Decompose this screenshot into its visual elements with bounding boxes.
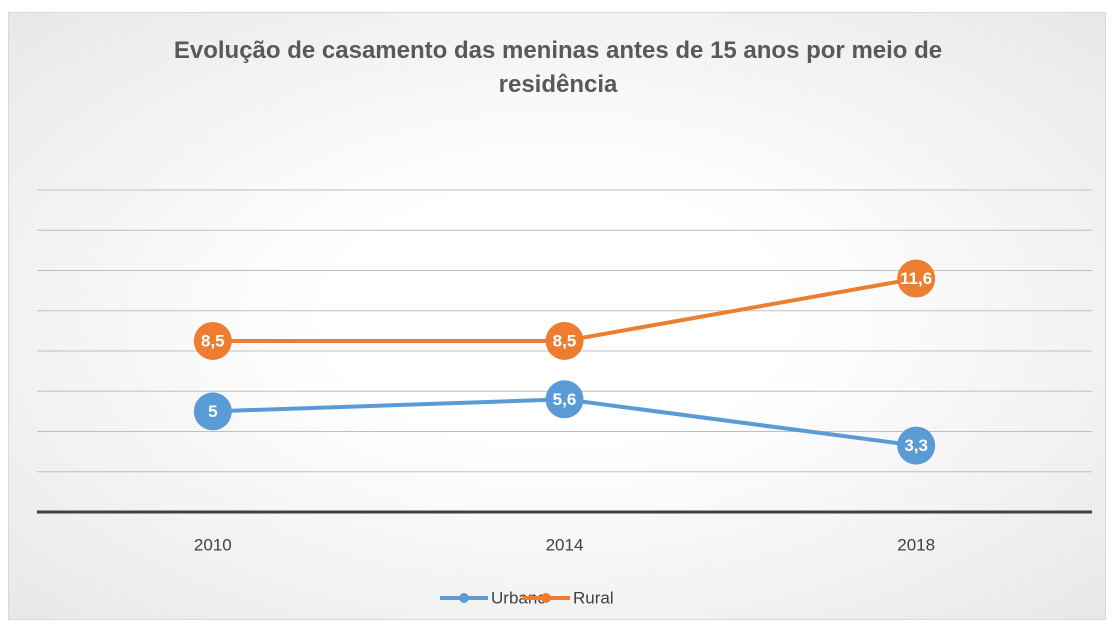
data-label: 5,6 — [553, 390, 577, 409]
data-point — [193, 321, 232, 360]
data-point — [897, 259, 936, 298]
data-label: 8,5 — [201, 331, 225, 350]
x-tick-label: 2014 — [546, 535, 584, 554]
chart-area — [8, 12, 1106, 620]
data-point — [545, 380, 584, 419]
legend-label: Urbano — [491, 588, 547, 607]
x-tick-label: 2018 — [897, 535, 935, 554]
data-point — [545, 321, 584, 360]
legend-marker — [541, 593, 551, 603]
data-label: 3,3 — [904, 436, 928, 455]
data-point — [193, 392, 232, 431]
data-label: 8,5 — [553, 331, 577, 350]
chart-title: Evolução de casamento das meninas antes … — [173, 37, 943, 98]
data-label: 5 — [208, 402, 217, 421]
x-tick-label: 2010 — [194, 535, 232, 554]
data-point — [897, 426, 936, 465]
legend-label: Rural — [573, 588, 614, 607]
legend-marker — [459, 593, 469, 603]
data-label: 11,6 — [900, 269, 932, 288]
